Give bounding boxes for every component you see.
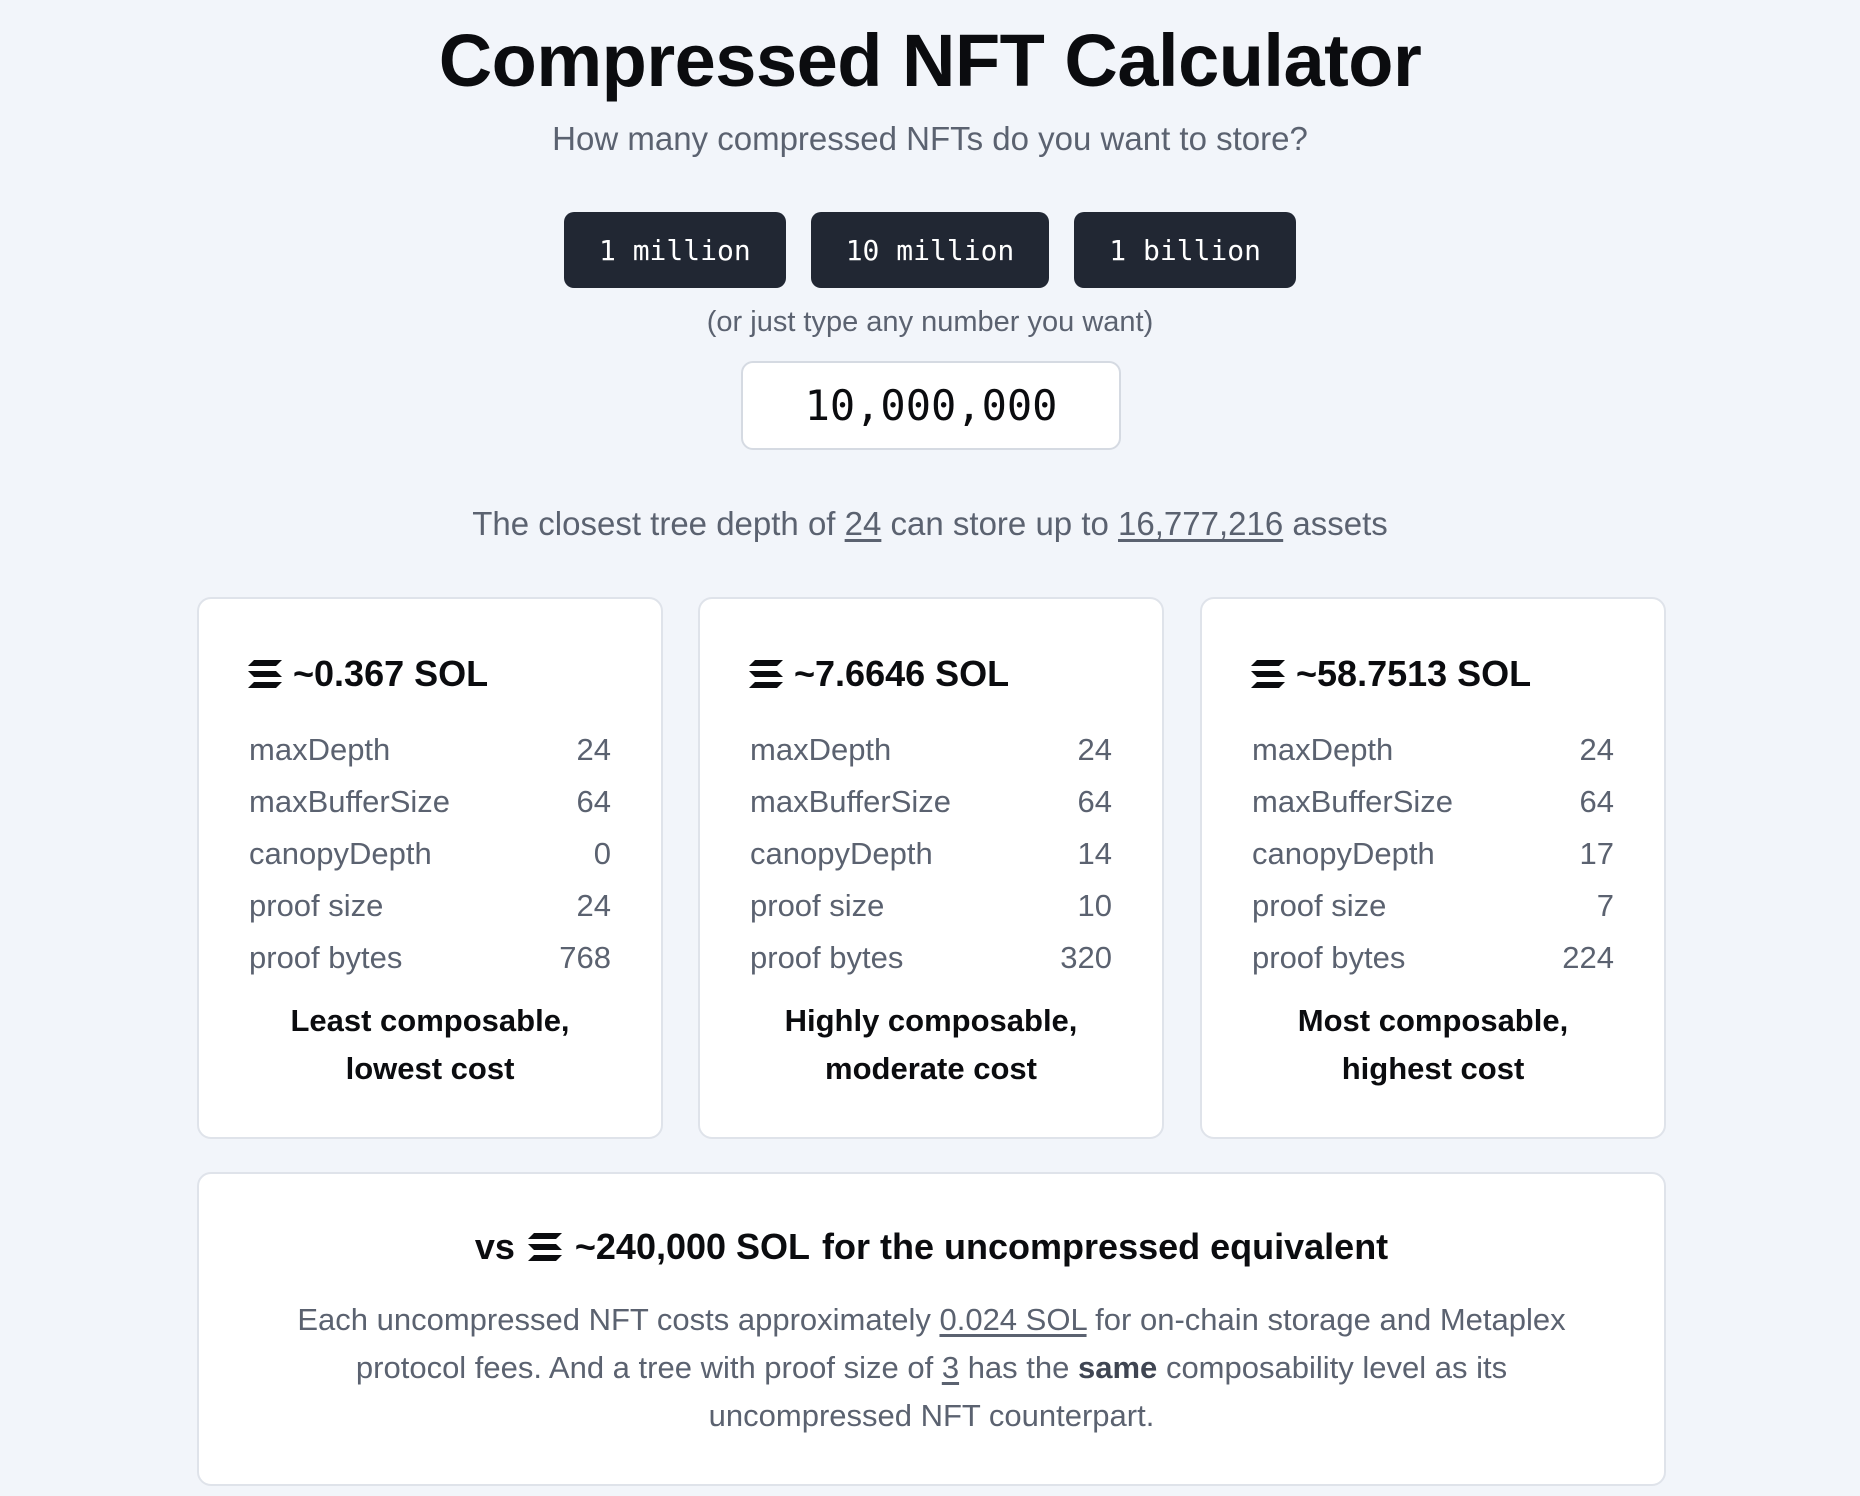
equivalent-proof-size: 3 — [941, 1350, 960, 1385]
comparison-heading: vs ~240,000 SOL for the uncompressed equ… — [199, 1226, 1664, 1268]
solana-icon — [748, 659, 784, 689]
tree-depth-summary: The closest tree depth of 24 can store u… — [0, 505, 1860, 543]
verdict-line-2: highest cost — [1341, 1051, 1525, 1086]
nft-count-input[interactable] — [741, 361, 1121, 450]
option-card-highest-cost: ~58.7513 SOL maxDepth 24 maxBufferSize 64 … — [1200, 597, 1666, 1139]
option-cost: ~58.7513 SOL — [1250, 653, 1531, 695]
param-row-max-depth: maxDepth 24 — [249, 724, 611, 776]
param-label: maxDepth — [249, 732, 391, 767]
preset-1-million-button[interactable]: 1 million — [563, 212, 786, 288]
explanation-part-4: composability level as its uncompressed … — [708, 1350, 1508, 1433]
param-row-proof-bytes: proof bytes 320 — [750, 932, 1112, 984]
option-verdict: Least composable, lowest cost — [199, 997, 661, 1093]
param-value: 64 — [576, 784, 611, 819]
param-row-max-depth: maxDepth 24 — [1252, 724, 1614, 776]
param-value: 24 — [576, 732, 611, 767]
option-verdict: Highly composable, moderate cost — [700, 997, 1162, 1093]
verdict-line-2: lowest cost — [345, 1051, 515, 1086]
param-row-canopy-depth: canopyDepth 17 — [1252, 828, 1614, 880]
param-row-proof-bytes: proof bytes 768 — [249, 932, 611, 984]
option-params: maxDepth 24 maxBufferSize 64 canopyDepth 14… — [750, 724, 1112, 984]
comparison-vs: vs — [474, 1226, 515, 1267]
param-value: 224 — [1562, 940, 1614, 975]
param-label: canopyDepth — [1252, 836, 1435, 871]
param-value: 17 — [1579, 836, 1614, 871]
preset-10-million-button[interactable]: 10 million — [810, 212, 1050, 288]
param-value: 0 — [593, 836, 611, 871]
param-row-max-buffer-size: maxBufferSize 64 — [750, 776, 1112, 828]
per-nft-cost: 0.024 SOL — [939, 1302, 1087, 1337]
param-value: 768 — [559, 940, 611, 975]
param-row-max-depth: maxDepth 24 — [750, 724, 1112, 776]
explanation-emphasis: same — [1078, 1350, 1158, 1385]
param-value: 7 — [1596, 888, 1614, 923]
summary-middle: can store up to — [890, 505, 1109, 542]
preset-1-billion-button[interactable]: 1 billion — [1074, 212, 1296, 288]
param-label: proof bytes — [1252, 940, 1406, 975]
param-label: maxDepth — [750, 732, 892, 767]
comparison-tail: for the uncompressed equivalent — [822, 1226, 1389, 1267]
verdict-line-1: Least composable, — [290, 1003, 570, 1038]
uncompressed-comparison-card: vs ~240,000 SOL for the uncompressed equ… — [197, 1172, 1666, 1486]
explanation-part-3: has the — [967, 1350, 1070, 1385]
param-row-proof-bytes: proof bytes 224 — [1252, 932, 1614, 984]
param-row-max-buffer-size: maxBufferSize 64 — [1252, 776, 1614, 828]
param-value: 320 — [1060, 940, 1112, 975]
input-hint: (or just type any number you want) — [706, 306, 1154, 338]
param-value: 24 — [1077, 732, 1112, 767]
option-cost-value: ~58.7513 SOL — [1296, 653, 1532, 694]
summary-prefix: The closest tree depth of — [472, 505, 836, 542]
param-row-proof-size: proof size 10 — [750, 880, 1112, 932]
option-cost: ~0.367 SOL — [247, 653, 488, 695]
uncompressed-cost: ~240,000 SOL — [574, 1226, 811, 1267]
option-cost-value: ~0.367 SOL — [293, 653, 489, 694]
param-row-proof-size: proof size 24 — [249, 880, 611, 932]
param-value: 64 — [1579, 784, 1614, 819]
param-label: proof size — [1252, 888, 1387, 923]
param-label: canopyDepth — [750, 836, 933, 871]
param-label: maxBufferSize — [1252, 784, 1454, 819]
param-value: 64 — [1077, 784, 1112, 819]
explanation-part-1: Each uncompressed NFT costs approximatel… — [297, 1302, 931, 1337]
param-row-canopy-depth: canopyDepth 0 — [249, 828, 611, 880]
verdict-line-1: Most composable, — [1297, 1003, 1569, 1038]
param-value: 10 — [1077, 888, 1112, 923]
option-card-lowest-cost: ~0.367 SOL maxDepth 24 maxBufferSize 64 ca… — [197, 597, 663, 1139]
param-row-proof-size: proof size 7 — [1252, 880, 1614, 932]
param-row-canopy-depth: canopyDepth 14 — [750, 828, 1112, 880]
param-label: proof size — [750, 888, 885, 923]
solana-icon — [1250, 659, 1286, 689]
solana-icon — [247, 659, 283, 689]
verdict-line-2: moderate cost — [825, 1051, 1037, 1086]
param-value: 24 — [1579, 732, 1614, 767]
solana-icon — [527, 1232, 563, 1262]
verdict-line-1: Highly composable, — [784, 1003, 1078, 1038]
option-cost: ~7.6646 SOL — [748, 653, 1009, 695]
param-label: proof size — [249, 888, 384, 923]
param-row-max-buffer-size: maxBufferSize 64 — [249, 776, 611, 828]
tree-depth-value: 24 — [844, 505, 882, 542]
option-params: maxDepth 24 maxBufferSize 64 canopyDepth 17… — [1252, 724, 1614, 984]
param-label: maxBufferSize — [750, 784, 952, 819]
option-verdict: Most composable, highest cost — [1202, 997, 1664, 1093]
option-cost-value: ~7.6646 SOL — [794, 653, 1010, 694]
option-card-moderate-cost: ~7.6646 SOL maxDepth 24 maxBufferSize 64 c… — [698, 597, 1164, 1139]
tree-capacity-value: 16,777,216 — [1118, 505, 1284, 542]
param-label: maxBufferSize — [249, 784, 451, 819]
param-label: proof bytes — [249, 940, 403, 975]
param-label: maxDepth — [1252, 732, 1394, 767]
page-title: Compressed NFT Calculator — [438, 19, 1422, 102]
param-label: proof bytes — [750, 940, 904, 975]
page-subtitle: How many compressed NFTs do you want to … — [552, 120, 1308, 157]
comparison-explanation: Each uncompressed NFT costs approximatel… — [259, 1296, 1604, 1440]
param-value: 14 — [1077, 836, 1112, 871]
param-label: canopyDepth — [249, 836, 432, 871]
explanation-part-2: for on-chain storage and Metaplex protoc… — [355, 1302, 1566, 1385]
preset-buttons: 1 million 10 million 1 billion — [0, 212, 1860, 288]
summary-suffix: assets — [1292, 505, 1388, 542]
param-value: 24 — [576, 888, 611, 923]
option-params: maxDepth 24 maxBufferSize 64 canopyDepth 0 … — [249, 724, 611, 984]
